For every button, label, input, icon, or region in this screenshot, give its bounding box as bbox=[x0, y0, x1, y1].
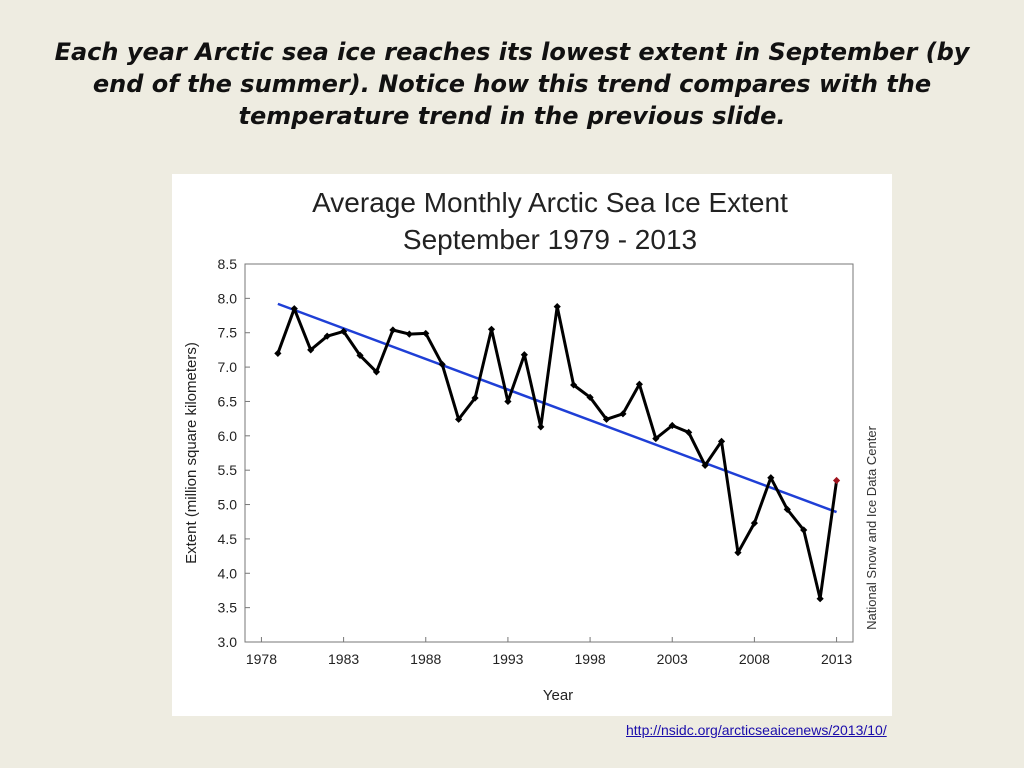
y-tick-label: 6.5 bbox=[218, 393, 238, 409]
data-point bbox=[471, 394, 479, 402]
data-point bbox=[487, 325, 496, 333]
y-axis-label: Extent (million square kilometers) bbox=[183, 342, 200, 564]
data-point bbox=[290, 305, 298, 313]
data-point bbox=[504, 397, 512, 406]
data-point bbox=[750, 519, 759, 527]
y-tick-label: 5.5 bbox=[218, 462, 238, 478]
series-line bbox=[276, 305, 839, 601]
y-tick-label: 4.5 bbox=[218, 531, 238, 547]
data-point bbox=[816, 595, 824, 603]
y-tick-label: 7.5 bbox=[218, 325, 238, 341]
trend-line bbox=[277, 302, 838, 514]
x-tick-label: 2013 bbox=[821, 651, 852, 667]
y-tick-label: 5.0 bbox=[218, 497, 238, 513]
data-point bbox=[455, 415, 463, 423]
slide-title: Each year Arctic sea ice reaches its low… bbox=[54, 38, 970, 130]
data-point bbox=[274, 349, 282, 357]
data-point bbox=[668, 421, 676, 430]
data-point bbox=[405, 330, 413, 338]
source-link[interactable]: http://nsidc.org/arcticseaicenews/2013/1… bbox=[626, 722, 887, 738]
y-axis: 3.0 3.5 4.0 4.5 5.0 5.5 6.0 6.5 7.0 7.5 8.0 8.5 bbox=[218, 256, 250, 650]
data-point bbox=[586, 393, 594, 401]
x-axis-label: Year bbox=[543, 687, 573, 704]
data-point bbox=[800, 526, 808, 534]
data-point bbox=[635, 380, 643, 388]
y-tick-label: 8.5 bbox=[218, 256, 238, 272]
data-point bbox=[553, 303, 561, 311]
x-tick-label: 1993 bbox=[492, 651, 523, 667]
data-point bbox=[537, 423, 545, 431]
y-tick-label: 7.0 bbox=[218, 359, 238, 375]
plot-frame bbox=[244, 263, 854, 643]
data-point bbox=[339, 327, 348, 335]
credit-label: National Snow and Ice Data Center bbox=[864, 425, 879, 629]
y-tick-label: 6.0 bbox=[218, 428, 238, 444]
x-tick-label: 1983 bbox=[328, 651, 359, 667]
y-tick-label: 3.0 bbox=[218, 634, 238, 650]
series-layer bbox=[274, 303, 841, 603]
y-tick-label: 3.5 bbox=[218, 600, 238, 616]
chart-title: Average Monthly Arctic Sea Ice Extent bbox=[312, 187, 788, 218]
x-tick-label: 2003 bbox=[657, 651, 688, 667]
x-tick-label: 2008 bbox=[739, 651, 770, 667]
data-point bbox=[323, 332, 331, 340]
chart-panel: Average Monthly Arctic Sea Ice Extent Se… bbox=[172, 174, 892, 716]
data-point bbox=[602, 415, 611, 423]
data-point bbox=[734, 549, 742, 557]
data-point bbox=[520, 351, 528, 359]
data-point bbox=[685, 428, 693, 436]
x-tick-label: 1988 bbox=[410, 651, 441, 667]
data-point bbox=[832, 476, 841, 485]
data-point bbox=[783, 505, 791, 513]
data-point bbox=[701, 461, 709, 469]
sea-ice-chart: Average Monthly Arctic Sea Ice Extent Se… bbox=[183, 187, 879, 704]
data-point bbox=[570, 381, 578, 389]
x-tick-label: 1998 bbox=[575, 651, 606, 667]
data-point bbox=[717, 437, 726, 445]
y-tick-label: 8.0 bbox=[218, 290, 238, 306]
chart-subtitle: September 1979 - 2013 bbox=[403, 224, 697, 255]
data-point bbox=[422, 329, 430, 338]
y-tick-label: 4.0 bbox=[218, 565, 238, 581]
trend-layer bbox=[277, 302, 838, 514]
data-point bbox=[767, 474, 775, 482]
x-axis: 1978 1983 1988 1993 1998 2003 2008 2013 bbox=[246, 637, 852, 667]
data-point bbox=[652, 434, 660, 443]
x-tick-label: 1978 bbox=[246, 651, 277, 667]
